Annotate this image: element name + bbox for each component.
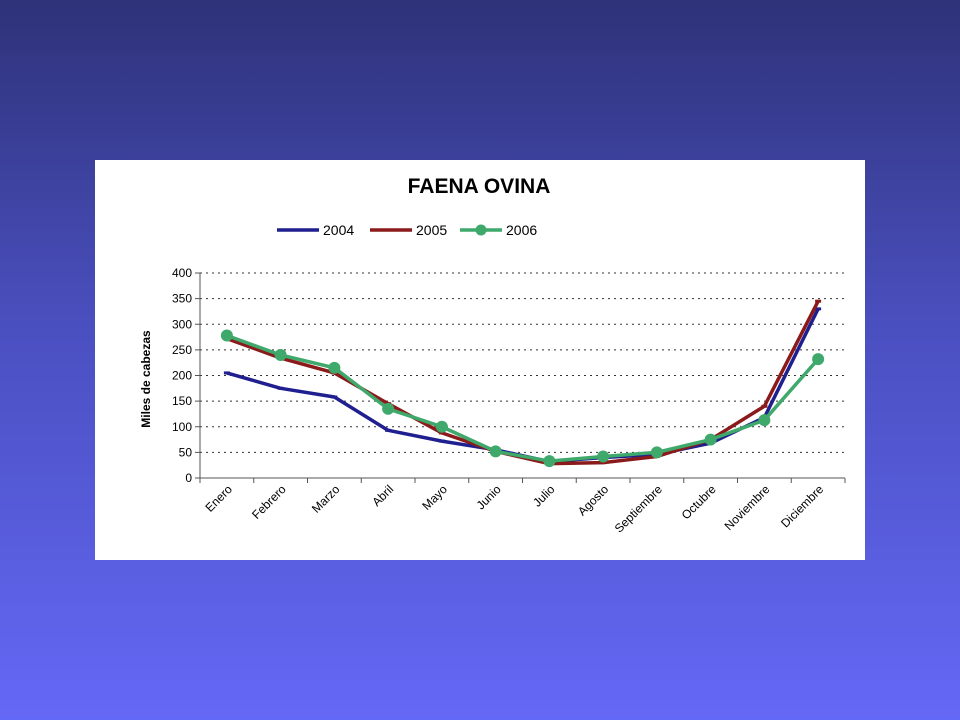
y-tick-label: 100 bbox=[172, 420, 192, 434]
legend-marker bbox=[295, 228, 301, 232]
y-tick-label: 150 bbox=[172, 394, 192, 408]
x-tick-label: Mayo bbox=[419, 482, 450, 513]
chart-title: FAENA OVINA bbox=[408, 175, 551, 198]
data-point-2005 bbox=[815, 299, 822, 303]
data-point-2004 bbox=[331, 395, 338, 399]
data-point-2006 bbox=[382, 402, 395, 415]
x-tick-labels: Enero Febrero Marzo Abril Mayo Junio Julio Agos… bbox=[202, 482, 826, 536]
axes bbox=[195, 272, 846, 483]
series-line-2005 bbox=[226, 300, 820, 466]
data-point-2004 bbox=[815, 307, 822, 311]
legend: 2004 2005 2006 bbox=[277, 222, 537, 238]
data-point-2006 bbox=[758, 414, 771, 427]
data-point-2005 bbox=[438, 431, 445, 435]
legend-item-2004: 2004 bbox=[277, 222, 354, 238]
y-tick-label: 50 bbox=[179, 445, 193, 459]
chart-panel: FAENA OVINA 2004 2005 2006 0 50 100 150 200 250… bbox=[95, 160, 865, 560]
data-point-2006 bbox=[274, 349, 287, 361]
data-point-2006 bbox=[328, 361, 341, 374]
x-tick-label: Julio bbox=[530, 482, 558, 510]
data-point-2004 bbox=[223, 371, 230, 375]
data-point-2006 bbox=[543, 455, 556, 468]
y-axis-label: Miles de cabezas bbox=[139, 330, 153, 428]
series-line-2004 bbox=[226, 308, 820, 464]
x-tick-label: Junio bbox=[474, 482, 504, 512]
y-tick-label: 350 bbox=[172, 292, 192, 306]
chart-svg: FAENA OVINA 2004 2005 2006 0 50 100 150 200 250… bbox=[139, 175, 846, 536]
x-tick-label: Febrero bbox=[249, 482, 289, 522]
legend-item-2006: 2006 bbox=[460, 222, 537, 238]
data-point-2004 bbox=[385, 428, 392, 432]
data-point-2006 bbox=[489, 445, 502, 458]
data-point-2006 bbox=[435, 420, 448, 433]
series-line-2006 bbox=[226, 333, 820, 463]
legend-label: 2005 bbox=[416, 222, 447, 238]
y-tick-label: 300 bbox=[172, 317, 192, 331]
data-point-2006 bbox=[220, 329, 233, 342]
x-tick-label: Octubre bbox=[679, 482, 719, 522]
legend-marker bbox=[475, 224, 487, 236]
data-point-2006 bbox=[704, 433, 717, 446]
y-tick-label: 0 bbox=[185, 471, 192, 485]
x-tick-label: Diciembre bbox=[778, 482, 826, 530]
legend-label: 2006 bbox=[506, 222, 537, 238]
data-point-2004 bbox=[438, 439, 445, 443]
y-tick-label: 250 bbox=[172, 343, 192, 357]
data-point-2006 bbox=[812, 353, 825, 366]
legend-item-2005: 2005 bbox=[370, 222, 447, 238]
legend-label: 2004 bbox=[323, 222, 354, 238]
data-point-2005 bbox=[761, 404, 768, 408]
y-tick-label: 200 bbox=[172, 369, 192, 383]
y-tick-labels: 0 50 100 150 200 250 300 350 400 bbox=[172, 266, 192, 485]
data-point-2006 bbox=[650, 446, 663, 459]
data-point-2004 bbox=[277, 386, 284, 390]
x-tick-label: Septiembre bbox=[612, 482, 666, 536]
x-tick-label: Enero bbox=[202, 482, 235, 515]
x-tick-label: Marzo bbox=[309, 482, 343, 516]
y-tick-label: 400 bbox=[172, 266, 192, 280]
x-tick-label: Noviembre bbox=[722, 482, 773, 533]
x-tick-label: Abril bbox=[369, 482, 396, 509]
series-layer bbox=[220, 299, 825, 468]
data-point-2006 bbox=[597, 450, 610, 463]
legend-marker bbox=[388, 228, 394, 232]
x-tick-label: Agosto bbox=[575, 482, 612, 519]
data-point-2005 bbox=[600, 461, 607, 465]
